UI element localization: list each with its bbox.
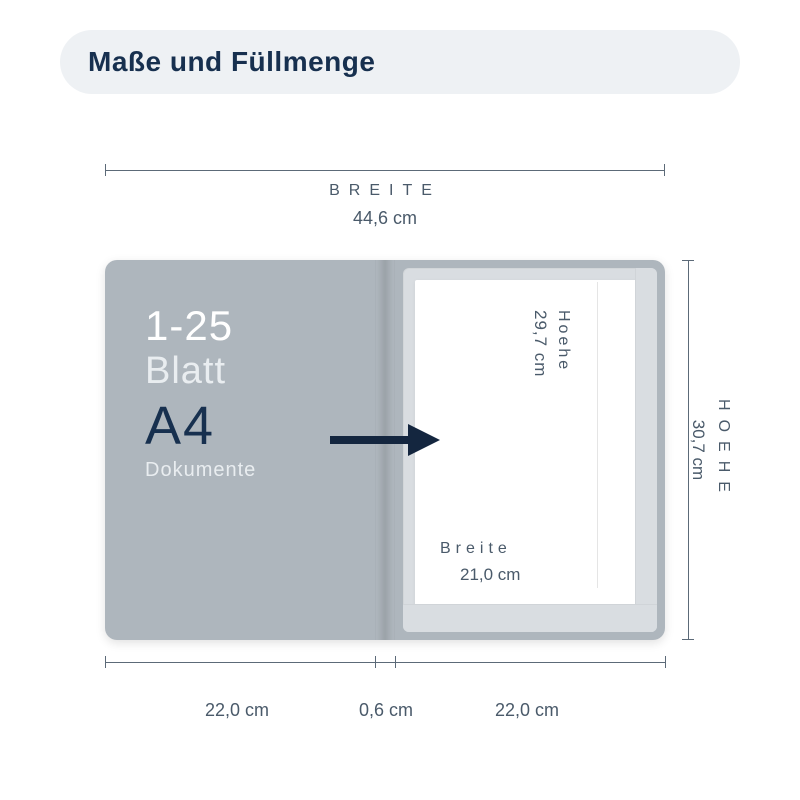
header-pill: Maße und Füllmenge <box>60 30 740 94</box>
capacity-sheets: Blatt <box>145 351 355 393</box>
dim-tick <box>665 656 666 668</box>
capacity-range: 1-25 <box>145 305 355 347</box>
dim-tick <box>375 656 376 668</box>
dimensions-infographic: Maße und Füllmenge BREITE 44,6 cm 1-25 B… <box>0 0 800 800</box>
arrow-icon <box>330 420 440 460</box>
bottom-dim-value: 22,0 cm <box>495 700 559 721</box>
paper-width-label: Breite <box>440 540 640 558</box>
dim-tick <box>105 656 106 668</box>
paper-width-value: 21,0 cm <box>460 565 660 585</box>
height-label: HOEHE <box>714 260 732 640</box>
width-label: BREITE <box>105 182 665 200</box>
dim-tick <box>664 164 665 176</box>
capacity-docs: Dokumente <box>145 459 355 482</box>
capacity-text-block: 1-25 Blatt A4 Dokumente <box>145 305 355 482</box>
dim-line <box>105 662 665 663</box>
width-value: 44,6 cm <box>105 208 665 229</box>
capacity-format: A4 <box>145 399 355 453</box>
bottom-dim-value: 22,0 cm <box>205 700 269 721</box>
dim-line <box>105 170 665 171</box>
dim-tick <box>105 164 106 176</box>
paper-height-value: 29,7 cm <box>530 310 550 490</box>
infographic-title: Maße und Füllmenge <box>88 46 375 78</box>
dim-tick <box>395 656 396 668</box>
bottom-dim-value: 0,6 cm <box>359 700 413 721</box>
height-bracket-right: 30,7 cm HOEHE <box>688 260 738 640</box>
paper-height-label: Hoehe <box>554 310 572 490</box>
height-value: 30,7 cm <box>688 260 708 640</box>
folder-flap-bottom <box>403 604 657 632</box>
